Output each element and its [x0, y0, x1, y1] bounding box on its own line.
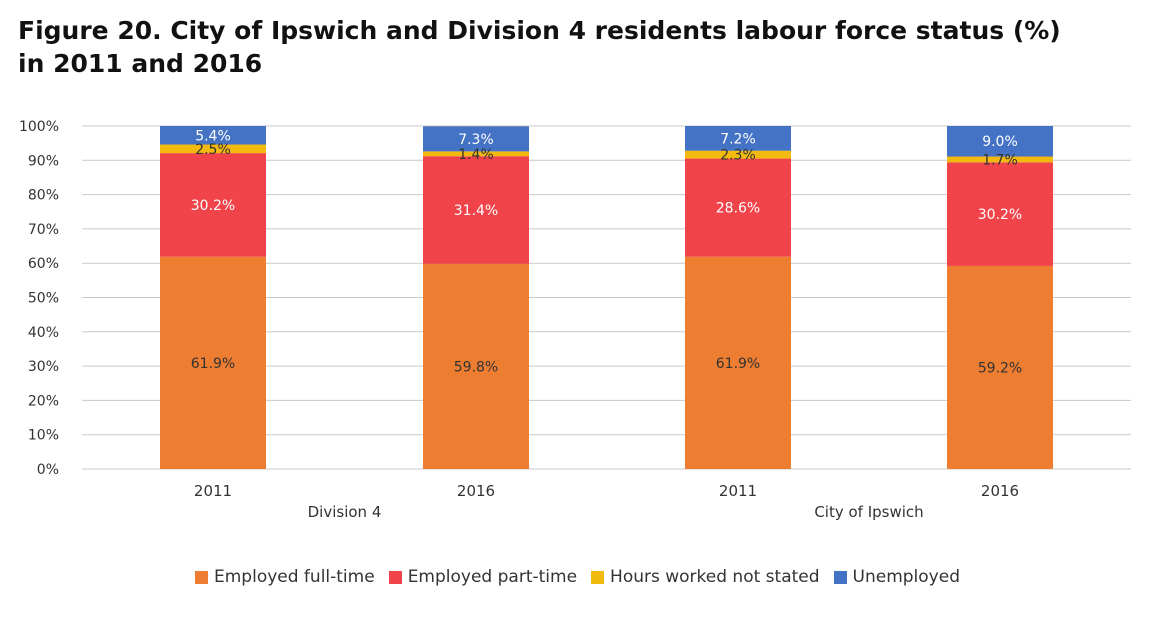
chart-title-line-2: in 2011 and 2016	[18, 49, 263, 78]
x-tick-label: 2016	[981, 482, 1019, 500]
chart-title-line-1: Figure 20. City of Ipswich and Division …	[18, 16, 1061, 45]
bar-segment	[685, 126, 791, 151]
bar-segment	[423, 151, 529, 157]
x-tick-label: 2011	[719, 482, 757, 500]
legend-label: Employed part-time	[407, 567, 578, 587]
bar-segment	[423, 156, 529, 264]
y-tick-label: 20%	[28, 393, 59, 409]
bar-segment	[947, 265, 1053, 469]
y-tick-label: 10%	[28, 428, 59, 444]
legend-label: Hours worked not stated	[610, 567, 820, 587]
chart-title: Figure 20. City of Ipswich and Division …	[18, 14, 1118, 80]
data-label: 59.8%	[454, 359, 498, 375]
legend-label: Unemployed	[852, 567, 960, 587]
bar-segment	[947, 126, 1053, 157]
y-tick-label: 70%	[28, 222, 59, 238]
legend-label: Employed full-time	[214, 567, 375, 587]
stacked-bar-chart: 0% 10% 20% 30% 40% 50% 60% 70% 80% 90% 100% 61.9% 30…	[19, 119, 1131, 521]
x-group-label: City of Ipswich	[814, 503, 923, 521]
legend-item-hours-not-stated: Hours worked not stated	[591, 567, 820, 587]
data-label: 7.3%	[458, 132, 494, 148]
y-tick-label: 100%	[19, 119, 59, 135]
bar-segment	[423, 263, 529, 469]
y-tick-label: 60%	[28, 256, 59, 272]
bar-segment	[160, 256, 266, 469]
legend-item-unemployed: Unemployed	[833, 567, 960, 587]
x-tick-label: 2011	[194, 482, 232, 500]
data-label: 28.6%	[716, 201, 760, 217]
legend-swatch	[388, 570, 402, 584]
bar-segment	[423, 126, 529, 152]
legend-item-employed-full-time: Employed full-time	[195, 567, 375, 587]
x-tick-label: 2016	[457, 482, 495, 500]
y-tick-label: 40%	[28, 325, 59, 341]
legend-swatch	[591, 570, 605, 584]
data-label: 5.4%	[195, 128, 231, 144]
bar-segment	[685, 150, 791, 159]
data-label: 2.5%	[195, 142, 231, 158]
y-tick-label: 0%	[37, 462, 59, 478]
bar-segment	[947, 156, 1053, 163]
data-label: 9.0%	[982, 134, 1018, 150]
bar-segment	[160, 144, 266, 154]
data-label: 1.7%	[982, 152, 1018, 168]
legend-swatch	[833, 570, 847, 584]
bar-segment	[685, 256, 791, 469]
legend-swatch	[195, 570, 208, 584]
y-tick-label: 80%	[28, 188, 59, 204]
y-tick-label: 90%	[28, 153, 59, 169]
data-label: 30.2%	[191, 198, 235, 214]
data-label: 31.4%	[454, 203, 498, 219]
data-label: 61.9%	[191, 356, 235, 372]
data-label: 59.2%	[978, 360, 1022, 376]
x-group-label: Division 4	[308, 503, 382, 521]
bar-segment	[160, 153, 266, 257]
bar-segment	[685, 158, 791, 257]
chart-legend: Employed full-time Employed part-time Ho…	[0, 567, 1155, 587]
data-label: 61.9%	[716, 356, 760, 372]
legend-item-employed-part-time: Employed part-time	[388, 567, 578, 587]
y-tick-label: 50%	[28, 291, 59, 307]
data-label: 2.3%	[720, 148, 756, 164]
data-label: 7.2%	[720, 131, 756, 147]
data-label: 1.4%	[458, 147, 494, 163]
data-label: 30.2%	[978, 207, 1022, 223]
bar-segment	[947, 162, 1053, 266]
bar-segment	[160, 126, 266, 145]
y-tick-label: 30%	[28, 359, 59, 375]
